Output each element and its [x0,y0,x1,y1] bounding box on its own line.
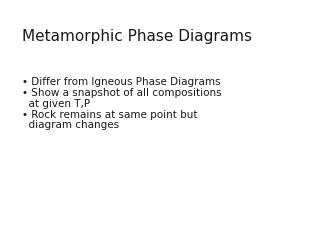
Text: • Differ from Igneous Phase Diagrams: • Differ from Igneous Phase Diagrams [22,77,221,87]
Text: Metamorphic Phase Diagrams: Metamorphic Phase Diagrams [22,29,252,44]
Text: • Show a snapshot of all compositions: • Show a snapshot of all compositions [22,89,222,98]
Text: at given T,P: at given T,P [22,99,91,108]
Text: diagram changes: diagram changes [22,120,120,130]
Text: • Rock remains at same point but: • Rock remains at same point but [22,110,198,120]
